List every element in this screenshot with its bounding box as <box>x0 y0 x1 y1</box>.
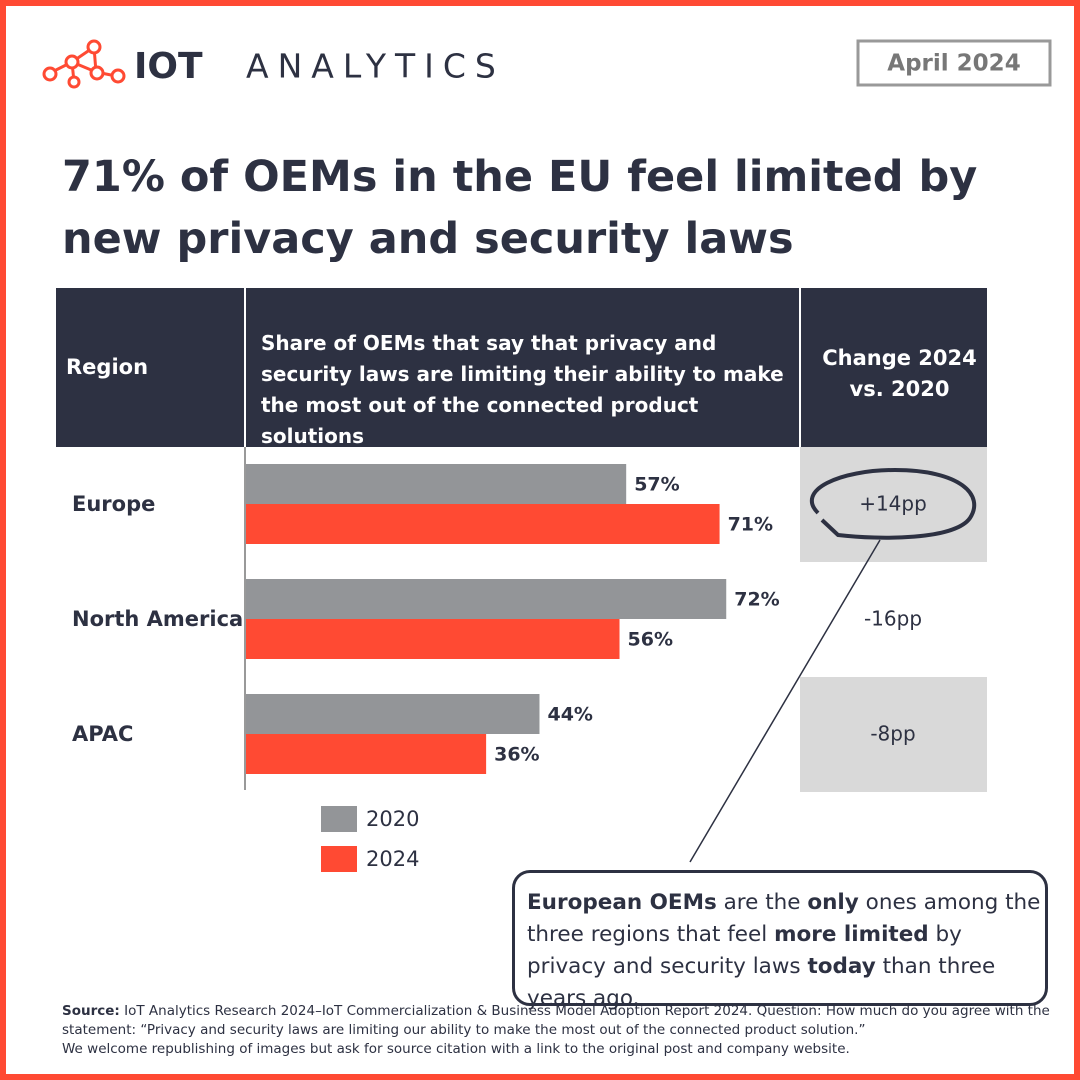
bar <box>246 504 720 544</box>
change-cell <box>800 447 987 562</box>
value-label: 71% <box>728 514 773 536</box>
change-label: +14pp <box>859 492 927 516</box>
change-label: -16pp <box>864 607 922 631</box>
value-label: 44% <box>547 704 592 726</box>
callout: European OEMs are the only ones among th… <box>512 870 1048 1011</box>
callout-text: by privacy and security laws <box>527 922 962 979</box>
category-label: North America <box>72 607 243 631</box>
bar <box>246 694 540 734</box>
source-label: Source: <box>62 1003 120 1019</box>
source: Source: IoT Analytics Research 2024–IoT … <box>62 1002 1062 1059</box>
callout-text: ones among the three regions that feel <box>527 890 1041 947</box>
date-box <box>856 39 1052 87</box>
change-label: -8pp <box>870 722 915 746</box>
bar <box>246 734 487 774</box>
bar <box>246 579 727 619</box>
value-label: 57% <box>634 474 679 496</box>
value-label: 36% <box>494 744 539 766</box>
legend-swatch <box>321 846 357 872</box>
change-cell <box>800 677 987 792</box>
callout-text: are the <box>716 890 808 915</box>
header-share: Share of OEMs that say that privacy and … <box>261 331 784 448</box>
callout-text: more limited <box>774 922 929 947</box>
category-label: Europe <box>72 492 155 516</box>
header-region: Region <box>66 355 148 379</box>
value-label: 56% <box>628 629 673 651</box>
callout-text: today <box>807 954 876 979</box>
value-label: 72% <box>734 589 779 611</box>
table-header <box>56 288 987 447</box>
header-change: Change 2024 vs. 2020 <box>822 346 977 401</box>
callout-text: European OEMs <box>527 890 717 915</box>
bar <box>246 464 627 504</box>
change-cell <box>800 562 987 677</box>
callout-text: than three years ago. <box>527 954 996 1011</box>
category-label: APAC <box>72 722 133 746</box>
callout-line <box>689 539 881 863</box>
logo-icon <box>42 39 126 89</box>
date: April 2024 <box>887 51 1020 77</box>
source-note: We welcome republishing of images but as… <box>62 1041 850 1057</box>
chart: IOT ANALYTICS April 2024 Region Europe 57… <box>42 39 1052 872</box>
callout-text: only <box>807 890 859 915</box>
logo-bold: IOT <box>134 46 203 87</box>
highlight-circle <box>809 467 977 540</box>
title: 71% of OEMs in the EU feel limited by ne… <box>62 152 978 264</box>
legend-label: 2020 <box>366 807 419 831</box>
legend-label: 2024 <box>366 847 419 871</box>
source-text: IoT Analytics Research 2024–IoT Commerci… <box>62 1003 1050 1038</box>
legend-swatch <box>321 806 357 832</box>
logo-light: ANALYTICS <box>246 47 505 86</box>
bar <box>246 619 620 659</box>
